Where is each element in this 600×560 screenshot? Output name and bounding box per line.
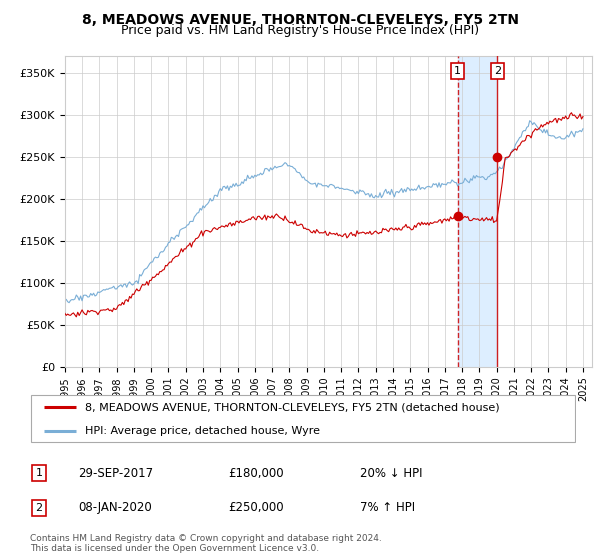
FancyBboxPatch shape	[31, 395, 575, 442]
Text: 08-JAN-2020: 08-JAN-2020	[78, 501, 152, 515]
Text: £250,000: £250,000	[228, 501, 284, 515]
Text: Contains HM Land Registry data © Crown copyright and database right 2024.
This d: Contains HM Land Registry data © Crown c…	[30, 534, 382, 553]
Text: 1: 1	[35, 468, 43, 478]
Text: 20% ↓ HPI: 20% ↓ HPI	[360, 466, 422, 480]
Bar	[458, 56, 497, 367]
Text: 29-SEP-2017: 29-SEP-2017	[78, 466, 153, 480]
Text: £180,000: £180,000	[228, 466, 284, 480]
Text: Price paid vs. HM Land Registry's House Price Index (HPI): Price paid vs. HM Land Registry's House …	[121, 24, 479, 38]
Text: 2: 2	[35, 503, 43, 513]
Text: 7% ↑ HPI: 7% ↑ HPI	[360, 501, 415, 515]
Text: 8, MEADOWS AVENUE, THORNTON-CLEVELEYS, FY5 2TN: 8, MEADOWS AVENUE, THORNTON-CLEVELEYS, F…	[82, 13, 518, 27]
Text: 1: 1	[454, 66, 461, 76]
Text: 2: 2	[494, 66, 501, 76]
Text: 8, MEADOWS AVENUE, THORNTON-CLEVELEYS, FY5 2TN (detached house): 8, MEADOWS AVENUE, THORNTON-CLEVELEYS, F…	[85, 402, 499, 412]
Text: HPI: Average price, detached house, Wyre: HPI: Average price, detached house, Wyre	[85, 426, 320, 436]
